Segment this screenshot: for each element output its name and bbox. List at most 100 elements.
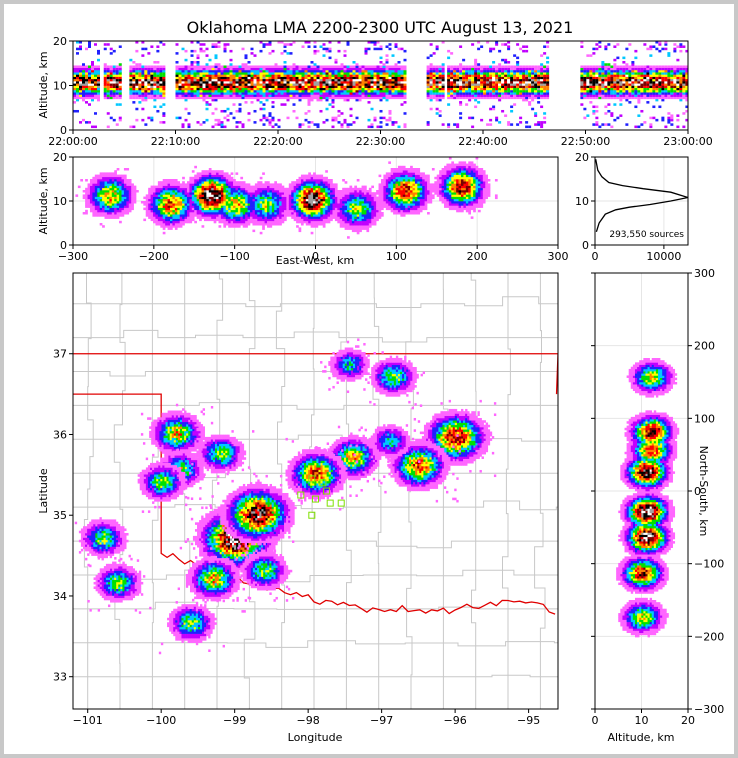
altitude-time-bin bbox=[540, 76, 544, 80]
altitude-east-west-bin bbox=[220, 174, 224, 178]
altitude-time-bin bbox=[513, 67, 517, 71]
altitude-time-bin bbox=[217, 74, 221, 77]
altitude-east-west-bin bbox=[167, 185, 171, 189]
altitude-time-bin bbox=[480, 118, 484, 122]
altitude-time-bin bbox=[337, 121, 341, 124]
altitude-time-bin bbox=[232, 92, 236, 95]
altitude-time-bin bbox=[438, 92, 442, 95]
altitude-east-west-bin bbox=[269, 220, 273, 224]
altitude-east-west-bin bbox=[191, 196, 195, 200]
altitude-time-bin bbox=[403, 123, 407, 126]
altitude-east-west-bin bbox=[109, 198, 113, 202]
altitude-time-bin bbox=[501, 74, 505, 77]
altitude-time-bin bbox=[196, 72, 200, 75]
altitude-time-bin bbox=[468, 98, 472, 102]
altitude-time-bin bbox=[187, 83, 191, 86]
altitude-east-west-bin bbox=[225, 214, 229, 217]
altitude-east-west-bin bbox=[94, 190, 98, 193]
altitude-time-bin bbox=[214, 94, 218, 97]
altitude-time-bin bbox=[94, 92, 97, 95]
altitude-time-bin bbox=[76, 41, 79, 44]
altitude-east-west-bin bbox=[106, 183, 110, 186]
altitude-time-bin bbox=[280, 52, 284, 55]
altitude-time-bin bbox=[79, 65, 82, 68]
altitude-time-bin bbox=[220, 72, 224, 75]
altitude-time-bin bbox=[670, 96, 674, 100]
altitude-east-west-bin bbox=[276, 205, 280, 208]
altitude-time-bin bbox=[352, 78, 356, 82]
altitude-time-bin bbox=[220, 76, 224, 80]
altitude-time-bin bbox=[679, 45, 683, 48]
altitude-time-bin bbox=[319, 69, 323, 73]
altitude-east-west-bin bbox=[174, 218, 178, 222]
altitude-east-west-bin bbox=[283, 196, 287, 200]
altitude-time-bin bbox=[631, 63, 635, 66]
altitude-east-west-bin bbox=[216, 174, 219, 178]
altitude-time-bin bbox=[298, 125, 302, 129]
altitude-time-bin bbox=[322, 72, 326, 75]
altitude-time-bin bbox=[634, 72, 638, 75]
altitude-time-bin bbox=[388, 74, 392, 77]
altitude-time-bin bbox=[118, 78, 122, 82]
altitude-time-bin bbox=[91, 67, 94, 71]
altitude-east-west-bin bbox=[172, 181, 176, 184]
altitude-time-bin bbox=[295, 116, 299, 120]
altitude-time-bin bbox=[334, 58, 338, 62]
altitude-east-west-bin bbox=[218, 183, 222, 186]
altitude-time-bin bbox=[141, 41, 145, 44]
altitude-time-bin bbox=[322, 81, 326, 84]
altitude-east-west-bin bbox=[182, 181, 185, 184]
altitude-time-bin bbox=[480, 69, 484, 73]
altitude-time-bin bbox=[202, 92, 206, 95]
altitude-time-bin bbox=[256, 76, 260, 80]
altitude-time-bin bbox=[385, 83, 389, 86]
altitude-time-bin bbox=[301, 83, 305, 86]
altitude-east-west-bin bbox=[279, 196, 282, 200]
altitude-east-west-bin bbox=[259, 216, 263, 219]
altitude-east-west-bin bbox=[211, 198, 214, 202]
altitude-east-west-bin bbox=[186, 207, 190, 211]
altitude-time-bin bbox=[676, 74, 680, 77]
altitude-time-bin bbox=[214, 96, 218, 100]
altitude-time-bin bbox=[358, 83, 362, 86]
altitude-time-bin bbox=[82, 76, 85, 80]
altitude-east-west-bin bbox=[250, 187, 253, 191]
altitude-time-bin bbox=[480, 94, 484, 97]
altitude-east-west-bin bbox=[182, 218, 185, 222]
altitude-east-west-bin bbox=[85, 196, 88, 200]
altitude-time-bin bbox=[583, 116, 587, 120]
altitude-time-bin bbox=[388, 81, 392, 84]
altitude-time-bin bbox=[489, 85, 493, 89]
altitude-time-bin bbox=[522, 78, 526, 82]
altitude-east-west-bin bbox=[177, 181, 180, 184]
altitude-time-bin bbox=[274, 85, 278, 89]
altitude-time-bin bbox=[391, 94, 395, 97]
altitude-time-bin bbox=[135, 83, 139, 86]
altitude-time-xtick-label: 22:50:00 bbox=[561, 135, 610, 148]
altitude-time-bin bbox=[106, 43, 110, 46]
altitude-time-bin bbox=[283, 61, 287, 64]
altitude-east-west-bin bbox=[233, 201, 236, 204]
altitude-east-west-bin bbox=[153, 214, 156, 217]
altitude-east-west-bin bbox=[257, 201, 261, 204]
altitude-time-bin bbox=[391, 78, 395, 82]
altitude-time-bin bbox=[103, 63, 107, 66]
altitude-time-bin bbox=[649, 76, 653, 80]
altitude-time-bin bbox=[513, 74, 517, 77]
altitude-time-bin bbox=[456, 87, 460, 91]
altitude-east-west-bin bbox=[174, 179, 178, 182]
altitude-time-bin bbox=[670, 87, 674, 91]
altitude-time-bin bbox=[634, 85, 638, 89]
altitude-time-bin bbox=[640, 83, 644, 86]
altitude-time-bin bbox=[202, 43, 206, 46]
altitude-time-bin bbox=[477, 76, 481, 80]
altitude-east-west-bin bbox=[194, 192, 197, 195]
altitude-time-bin bbox=[85, 47, 88, 51]
altitude-time-bin bbox=[184, 94, 188, 97]
altitude-east-west-bin bbox=[160, 198, 164, 202]
altitude-time-bin bbox=[667, 67, 671, 71]
altitude-time-bin bbox=[543, 85, 547, 89]
altitude-east-west-bin bbox=[259, 214, 263, 217]
altitude-time-bin bbox=[141, 96, 145, 100]
altitude-east-west-bin bbox=[179, 209, 183, 213]
